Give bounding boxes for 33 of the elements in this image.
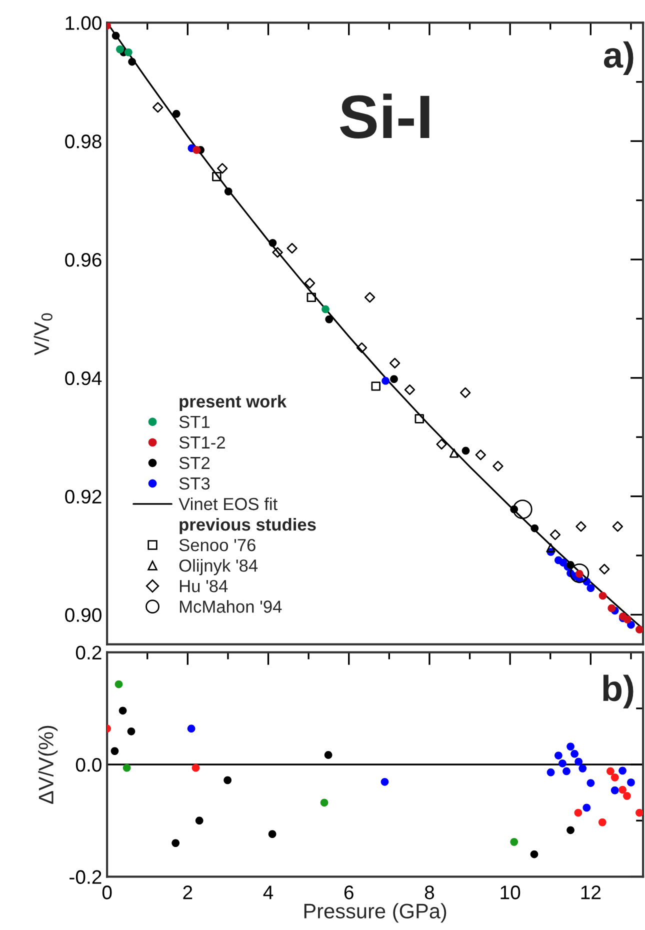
y-tick-label: 1.00 (66, 16, 102, 30)
x-tick-label: 6 (344, 886, 354, 900)
x-axis-title: Pressure (GPa) (304, 903, 446, 923)
legend-label: ST1 (179, 416, 210, 428)
y-tick-label: 0.2 (76, 646, 102, 660)
x-tick-label: 8 (424, 886, 434, 900)
x-tick-label: 2 (183, 886, 192, 900)
legend-label: McMahon '94 (180, 600, 282, 613)
x-tick-label: 4 (263, 886, 274, 900)
legend-label: Olijnyk '84 (179, 559, 258, 576)
text: previous studies (180, 518, 316, 534)
legend-label: Hu '84 (180, 580, 228, 592)
x-tick-label: 10 (500, 886, 520, 900)
y-tick-label: 0.0 (76, 758, 102, 772)
legend-label: ST1-2 (179, 436, 225, 449)
legend-label: ST3 (179, 477, 210, 490)
y-tick-label: 0.96 (65, 252, 102, 267)
y-tick-label: 0.98 (65, 134, 102, 148)
y-tick-label: 0.90 (65, 608, 102, 622)
annotation: Si-I (340, 94, 430, 139)
text: present work (180, 394, 287, 412)
y-tick-label: 0.92 (65, 490, 102, 504)
annotation: a) (604, 41, 634, 76)
x-tick-label: 12 (581, 886, 601, 900)
legend-label: ST2 (179, 456, 210, 470)
legend-label: Vinet EOS fit (178, 497, 278, 510)
legend-label: Senoo '76 (179, 538, 256, 552)
y-tick-label: 0.94 (65, 371, 102, 386)
y-axis-title: ΔV/V(%) (38, 726, 58, 804)
annotation: b) (603, 674, 634, 708)
x-tick-label: 0 (102, 886, 112, 900)
y-axis-title: V/V$_{0}$ (34, 313, 52, 356)
y-tick-label: -0.2 (70, 870, 102, 884)
